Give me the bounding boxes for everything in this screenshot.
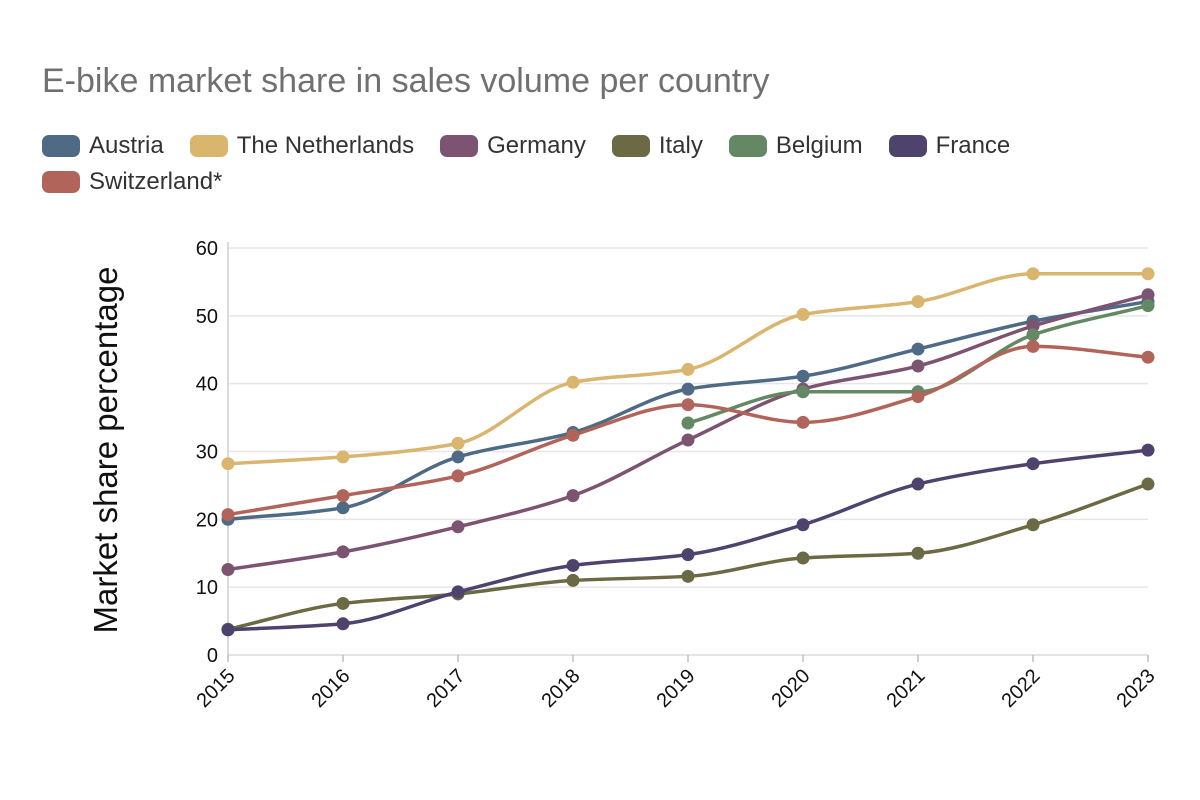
data-point[interactable] (221, 563, 235, 577)
series-line[interactable] (226, 293, 1150, 572)
x-tick-label: 2019 (653, 665, 700, 712)
legend-item[interactable]: France (888, 128, 1011, 164)
data-point[interactable] (1026, 339, 1040, 353)
legend-swatch (189, 135, 228, 157)
data-point[interactable] (1141, 299, 1155, 313)
x-tick-label: 2017 (423, 665, 470, 712)
data-point[interactable] (451, 450, 465, 464)
data-point[interactable] (1141, 350, 1155, 364)
data-point[interactable] (1026, 457, 1040, 471)
data-point[interactable] (681, 398, 695, 412)
legend-item[interactable]: Belgium (728, 128, 863, 164)
x-tick-label: 2018 (538, 665, 585, 712)
data-point[interactable] (911, 342, 925, 356)
data-point[interactable] (911, 390, 925, 404)
legend-label: Austria (89, 132, 164, 159)
x-tick-label: 2022 (998, 665, 1045, 712)
y-tick-label: 20 (196, 509, 218, 531)
legend-item[interactable]: The Netherlands (189, 128, 415, 164)
series-line[interactable] (226, 448, 1150, 632)
data-point[interactable] (796, 415, 810, 429)
data-point[interactable] (911, 359, 925, 373)
x-tick-label: 2023 (1113, 665, 1160, 712)
data-point[interactable] (681, 433, 695, 447)
data-point[interactable] (566, 558, 580, 572)
data-point[interactable] (681, 382, 695, 396)
data-point[interactable] (336, 545, 350, 559)
data-point[interactable] (681, 416, 695, 430)
data-point[interactable] (1141, 288, 1155, 302)
data-point[interactable] (1026, 518, 1040, 532)
data-point[interactable] (451, 520, 465, 534)
legend-swatch (440, 135, 479, 157)
data-point[interactable] (796, 518, 810, 532)
data-point[interactable] (911, 546, 925, 560)
data-point[interactable] (1141, 267, 1155, 281)
legend-swatch (888, 135, 927, 157)
x-tick-label: 2020 (768, 665, 815, 712)
data-point[interactable] (336, 489, 350, 503)
data-point[interactable] (911, 477, 925, 491)
data-point[interactable] (451, 585, 465, 599)
legend-label: Belgium (775, 132, 863, 159)
legend-swatch (611, 135, 650, 157)
data-point[interactable] (336, 617, 350, 631)
legend-swatch (42, 135, 80, 157)
legend-item[interactable]: Germany (440, 128, 586, 164)
data-point[interactable] (336, 596, 350, 610)
data-point[interactable] (566, 428, 580, 442)
y-tick-label: 0 (207, 645, 218, 667)
series-points (221, 267, 1155, 637)
data-point[interactable] (451, 436, 465, 450)
legend-label: France (935, 132, 1011, 159)
data-point[interactable] (1141, 477, 1155, 491)
data-point[interactable] (336, 450, 350, 464)
legend-item[interactable]: Austria (42, 128, 164, 164)
data-point[interactable] (221, 623, 235, 637)
legend-swatch (728, 135, 767, 157)
data-point[interactable] (566, 489, 580, 503)
data-point[interactable] (681, 548, 695, 562)
data-point[interactable] (566, 375, 580, 389)
y-tick-label: 10 (196, 577, 218, 599)
legend-label: The Netherlands (236, 132, 415, 159)
y-tick-label: 50 (196, 306, 218, 328)
legend-label: Italy (658, 132, 703, 159)
legend: Austria The Netherlands Germany Italy Belgiu… (42, 128, 1142, 200)
x-tick-label: 2015 (193, 665, 240, 712)
y-tick-label: 30 (196, 442, 218, 464)
data-point[interactable] (796, 369, 810, 383)
data-point[interactable] (1026, 328, 1040, 342)
data-point[interactable] (681, 569, 695, 583)
data-point[interactable] (681, 362, 695, 376)
data-point[interactable] (221, 457, 235, 471)
legend-label: Germany (487, 132, 586, 159)
legend-item[interactable]: Switzerland* (42, 164, 222, 200)
data-point[interactable] (336, 501, 350, 515)
axes (227, 242, 1149, 662)
data-point[interactable] (451, 469, 465, 483)
data-point[interactable] (796, 307, 810, 321)
data-point[interactable] (796, 385, 810, 399)
data-point[interactable] (566, 573, 580, 587)
x-tick-label: 2016 (308, 665, 355, 712)
legend-swatch (42, 171, 80, 193)
data-point[interactable] (796, 551, 810, 565)
data-point[interactable] (221, 508, 235, 522)
data-point[interactable] (911, 295, 925, 309)
legend-label: Switzerland* (89, 168, 223, 195)
x-tick-label: 2021 (883, 665, 930, 712)
data-point[interactable] (1141, 443, 1155, 457)
y-tick-label: 40 (196, 374, 218, 396)
data-point[interactable] (1026, 267, 1040, 281)
y-tick-label: 60 (196, 238, 218, 260)
y-axis-title: Market share percentage (87, 267, 124, 634)
tick-labels: 0 10 20 30 40 50 60 2015 2016 2017 2018 2019 2020 202… (193, 238, 1160, 712)
chart-title: E-bike market share in sales volume per … (42, 62, 770, 100)
legend-item[interactable]: Italy (611, 128, 703, 164)
